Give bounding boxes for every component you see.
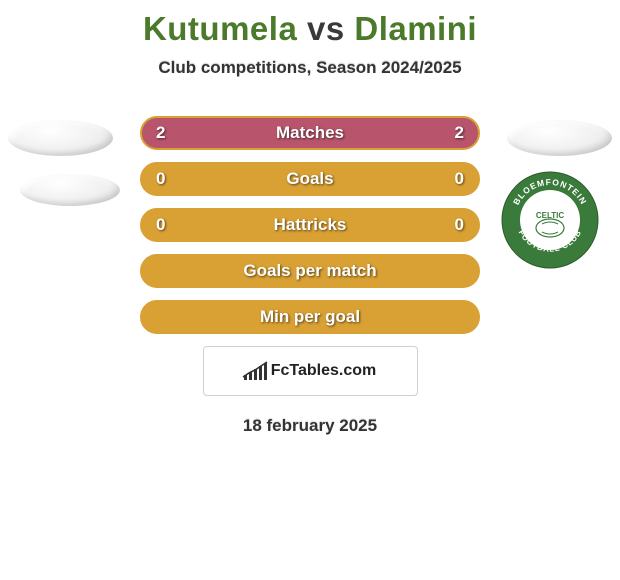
player2-name: Dlamini <box>354 10 477 47</box>
date-label: 18 february 2025 <box>0 416 620 436</box>
subtitle: Club competitions, Season 2024/2025 <box>0 58 620 78</box>
vs-label: vs <box>307 10 345 47</box>
stat-row: 2 Matches 2 <box>140 116 480 150</box>
stat-label: Min per goal <box>260 307 360 327</box>
stat-row: 0 Goals 0 <box>140 162 480 196</box>
stat-value-right: 0 <box>444 169 464 189</box>
stat-value-left: 0 <box>156 215 176 235</box>
stats-container: 2 Matches 2 0 Goals 0 0 Hattricks 0 Goals per mat… <box>0 116 620 334</box>
stat-row: Min per goal <box>140 300 480 334</box>
stat-value-left: 0 <box>156 169 176 189</box>
bars-icon <box>244 362 267 380</box>
stat-value-left: 2 <box>156 123 176 143</box>
stat-label: Hattricks <box>274 215 347 235</box>
attribution-box: FcTables.com <box>203 346 418 396</box>
stat-value-right: 2 <box>444 123 464 143</box>
stat-label: Goals per match <box>243 261 376 281</box>
stat-label: Matches <box>276 123 344 143</box>
stat-row: Goals per match <box>140 254 480 288</box>
player1-name: Kutumela <box>143 10 297 47</box>
stat-value-right: 0 <box>444 215 464 235</box>
stat-label: Goals <box>286 169 333 189</box>
attribution-brand: FcTables.com <box>271 362 377 380</box>
page-title: Kutumela vs Dlamini <box>0 0 620 48</box>
comparison-panel: Kutumela vs Dlamini Club competitions, S… <box>0 0 620 580</box>
stat-row: 0 Hattricks 0 <box>140 208 480 242</box>
